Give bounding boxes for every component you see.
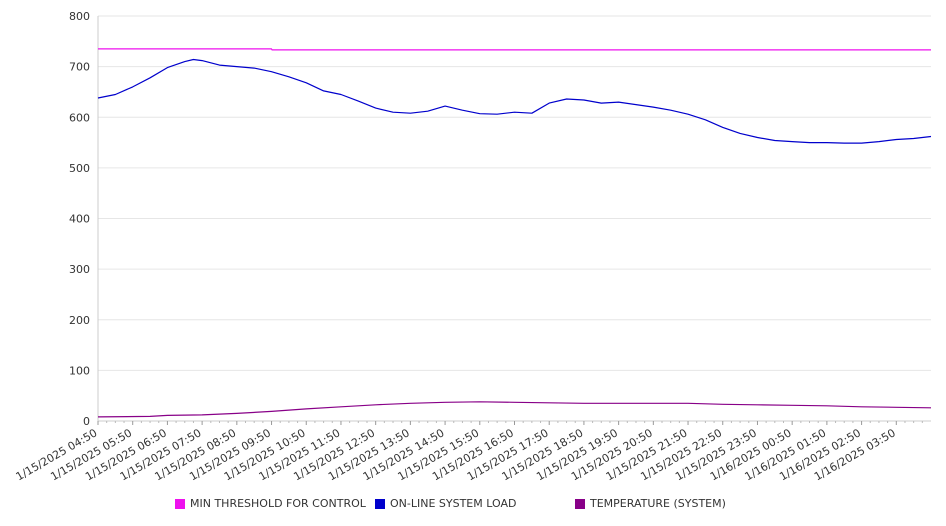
grid-lines <box>98 15 931 371</box>
y-tick-label: 200 <box>69 314 90 327</box>
legend-swatch-system-load <box>375 498 385 509</box>
y-tick-label: 100 <box>69 364 90 377</box>
y-tick-label: 0 <box>83 415 90 428</box>
x-axis-ticks: 1/15/2025 04:501/15/2025 05:501/15/2025 … <box>14 421 923 483</box>
series-lines <box>97 48 932 418</box>
legend-item-min-threshold[interactable]: MIN THRESHOLD FOR CONTROL <box>175 497 366 510</box>
legend-item-system-load[interactable]: ON-LINE SYSTEM LOAD <box>375 497 516 510</box>
series-line-1 <box>97 58 932 144</box>
legend: MIN THRESHOLD FOR CONTROL ON-LINE SYSTEM… <box>0 497 946 513</box>
y-tick-label: 600 <box>69 111 90 124</box>
y-tick-label: 400 <box>69 213 90 226</box>
y-tick-label: 700 <box>69 61 90 74</box>
series-line-0 <box>98 48 931 51</box>
legend-label-min-threshold: MIN THRESHOLD FOR CONTROL <box>190 497 366 510</box>
legend-label-temperature: TEMPERATURE (SYSTEM) <box>590 497 726 510</box>
legend-swatch-temperature <box>575 498 585 509</box>
series-line-2 <box>97 401 932 418</box>
y-tick-label: 500 <box>69 162 90 175</box>
legend-item-temperature[interactable]: TEMPERATURE (SYSTEM) <box>575 497 726 510</box>
legend-label-system-load: ON-LINE SYSTEM LOAD <box>390 497 517 510</box>
y-tick-label: 800 <box>69 10 90 23</box>
legend-swatch-min-threshold <box>175 498 185 509</box>
y-tick-label: 300 <box>69 263 90 276</box>
y-axis-ticks: 0 100 200 300 400 500 600 700 800 <box>69 10 90 428</box>
